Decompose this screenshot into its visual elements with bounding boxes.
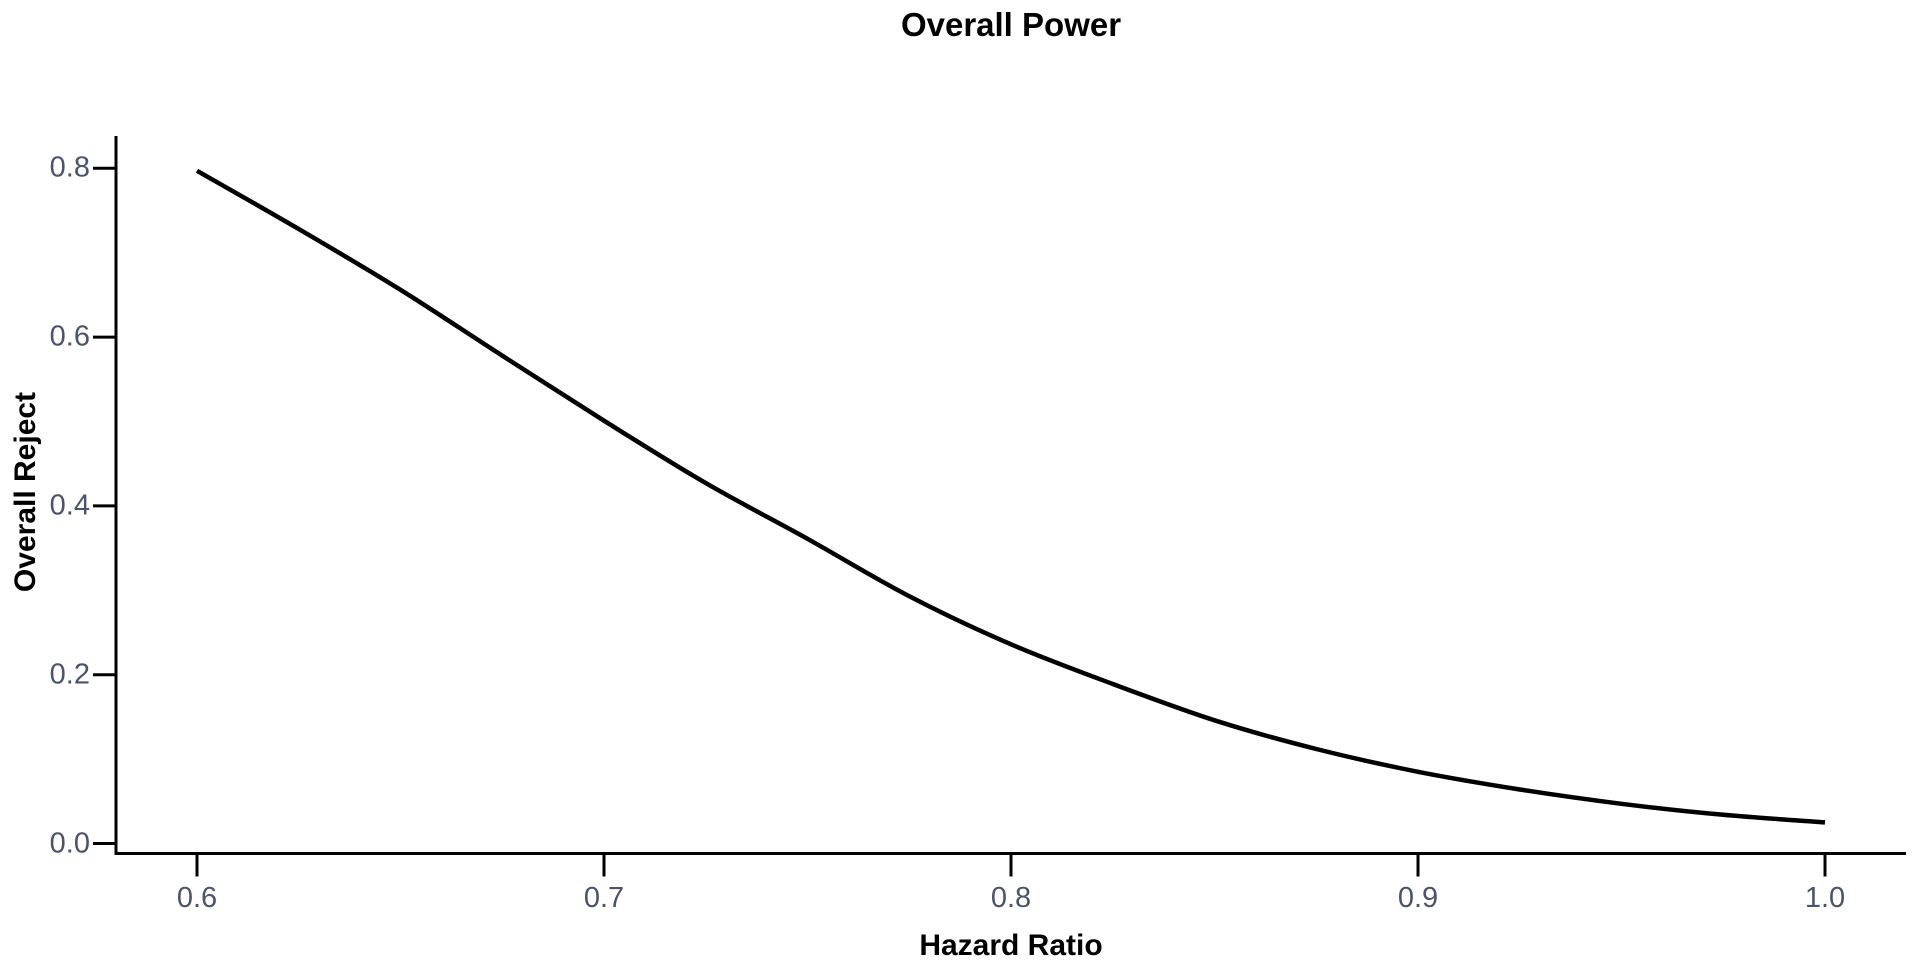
x-tick-label: 0.6	[176, 882, 218, 914]
y-tick-label: 0.6	[49, 320, 90, 353]
tick-marks	[93, 166, 1827, 877]
y-tick-label: 0.0	[49, 827, 90, 859]
y-tick-label: 0.8	[49, 151, 90, 184]
chart-title: Overall Power	[900, 6, 1122, 43]
y-tick-label: 0.4	[49, 489, 90, 522]
x-tick-label: 1.0	[1804, 882, 1846, 914]
x-axis-title: Hazard Ratio	[919, 929, 1103, 960]
y-tick-label: 0.2	[49, 658, 90, 691]
y-axis-title: Overall Reject	[9, 391, 42, 593]
x-tick-label: 0.9	[1397, 882, 1439, 914]
axes	[114, 136, 1906, 855]
x-tick-label: 0.8	[990, 882, 1032, 914]
x-tick-label: 0.7	[583, 882, 625, 914]
power-curve-line	[195, 168, 1826, 825]
